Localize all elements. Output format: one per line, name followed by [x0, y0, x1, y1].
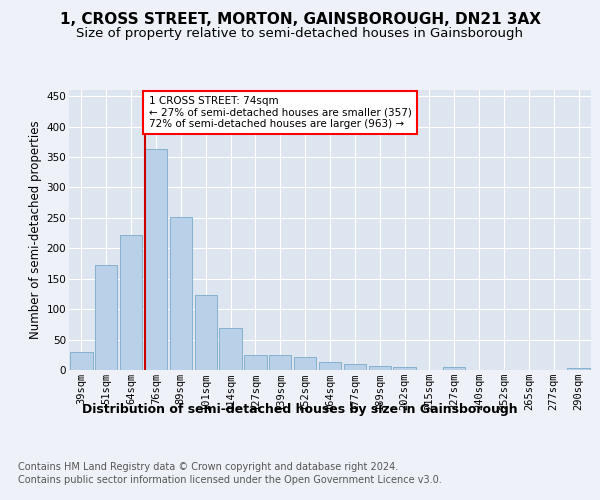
Bar — [194, 294, 217, 370]
Text: Size of property relative to semi-detached houses in Gainsborough: Size of property relative to semi-detach… — [77, 28, 523, 40]
Bar — [145, 149, 167, 370]
Bar — [443, 367, 466, 370]
Text: 1, CROSS STREET, MORTON, GAINSBOROUGH, DN21 3AX: 1, CROSS STREET, MORTON, GAINSBOROUGH, D… — [59, 12, 541, 28]
Bar — [120, 235, 142, 370]
Bar — [319, 362, 341, 370]
Bar — [568, 368, 590, 370]
Bar — [170, 216, 192, 370]
Bar — [294, 357, 316, 370]
Text: Contains public sector information licensed under the Open Government Licence v3: Contains public sector information licen… — [18, 475, 442, 485]
Bar — [95, 266, 118, 370]
Text: Distribution of semi-detached houses by size in Gainsborough: Distribution of semi-detached houses by … — [82, 402, 518, 415]
Bar — [394, 367, 416, 370]
Y-axis label: Number of semi-detached properties: Number of semi-detached properties — [29, 120, 43, 340]
Text: Contains HM Land Registry data © Crown copyright and database right 2024.: Contains HM Land Registry data © Crown c… — [18, 462, 398, 472]
Bar — [244, 355, 266, 370]
Bar — [344, 364, 366, 370]
Bar — [269, 355, 292, 370]
Text: 1 CROSS STREET: 74sqm
← 27% of semi-detached houses are smaller (357)
72% of sem: 1 CROSS STREET: 74sqm ← 27% of semi-deta… — [149, 96, 412, 130]
Bar — [70, 352, 92, 370]
Bar — [368, 366, 391, 370]
Bar — [220, 328, 242, 370]
